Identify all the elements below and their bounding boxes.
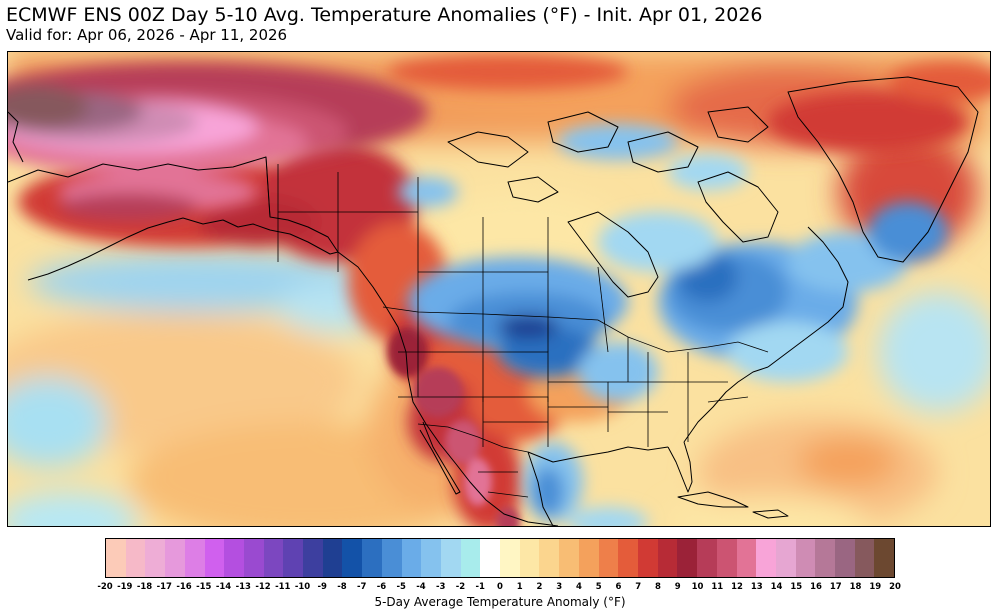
colorbar-tick-label: -18 [136, 582, 153, 592]
colorbar-tick-label: -3 [436, 582, 446, 592]
colorbar-tick-label: 11 [711, 582, 724, 592]
colorbar-tick-label: -10 [294, 582, 311, 592]
colorbar-tick-label: -15 [196, 582, 212, 592]
colorbar-swatch [775, 539, 796, 577]
colorbar-swatch [125, 539, 146, 577]
colorbar-tick-label: -6 [376, 582, 387, 592]
colorbar-swatch [322, 539, 343, 577]
colorbar-swatch [598, 539, 619, 577]
colorbar-tick-label: -1 [475, 582, 485, 592]
colorbar-swatch [184, 539, 205, 577]
colorbar-swatch [480, 539, 501, 577]
colorbar-tick-label: 17 [829, 582, 842, 592]
colorbar-swatch [165, 539, 185, 577]
colorbar-tick-label: 4 [576, 582, 582, 592]
colorbar-swatch [362, 539, 382, 577]
colorbar-swatch [637, 539, 658, 577]
colorbar-swatch [243, 539, 264, 577]
colorbar-tick-label: -4 [416, 582, 426, 592]
valid-dates: Valid for: Apr 06, 2026 - Apr 11, 2026 [6, 26, 288, 44]
coastlines [8, 76, 979, 526]
colorbar-swatch [500, 539, 520, 577]
colorbar-swatch [539, 539, 560, 577]
colorbar [105, 538, 895, 578]
colorbar-tick-label: 12 [731, 582, 743, 592]
colorbar-swatch [440, 539, 461, 577]
colorbar-tick-label: 6 [615, 582, 622, 592]
colorbar-swatch [342, 539, 363, 577]
chart-title: ECMWF ENS 00Z Day 5-10 Avg. Temperature … [6, 4, 763, 26]
colorbar-swatch [854, 539, 875, 577]
colorbar-tick-label: -16 [176, 582, 192, 592]
colorbar-swatch [381, 539, 402, 577]
colorbar-swatch [795, 539, 816, 577]
colorbar-tick-label: -11 [275, 582, 291, 592]
colorbar-ticks: -20 -19 -18 -17 -16 -15 -14 -13 -12 -11 -10 -9 -8 -7-… [97, 582, 901, 594]
colorbar-swatch [716, 539, 737, 577]
map-canvas [8, 52, 990, 526]
colorbar-tick-label: 19 [869, 582, 882, 592]
colorbar-tick-label: 16 [810, 582, 822, 592]
colorbar-tick-label: 9 [674, 582, 681, 592]
colorbar-swatch [106, 539, 126, 577]
colorbar-swatch [736, 539, 757, 577]
colorbar-swatch [224, 539, 244, 577]
colorbar-tick-label: 18 [849, 582, 862, 592]
colorbar-tick-label: -5 [396, 582, 406, 592]
colorbar-swatch [874, 539, 895, 577]
colorbar-swatch [145, 539, 166, 577]
political-borders [265, 156, 769, 498]
colorbar-swatch [578, 539, 599, 577]
colorbar-swatch [618, 539, 638, 577]
colorbar-swatch [421, 539, 441, 577]
colorbar-tick-label: 8 [655, 582, 661, 592]
colorbar-tick-label: -8 [337, 582, 347, 592]
colorbar-tick-label: 13 [750, 582, 763, 592]
colorbar-swatch [657, 539, 678, 577]
colorbar-swatch [677, 539, 698, 577]
colorbar-tick-label: -14 [215, 582, 232, 592]
colorbar-tick-label: 5 [595, 582, 602, 592]
anomaly-map [7, 51, 991, 527]
colorbar-tick-label: 15 [790, 582, 803, 592]
colorbar-swatch [559, 539, 579, 577]
colorbar-tick-label: -9 [317, 582, 327, 592]
colorbar-tick-label: -7 [357, 582, 367, 592]
colorbar-tick-label: 0 [497, 582, 503, 592]
colorbar-swatch [401, 539, 422, 577]
colorbar-swatch [263, 539, 284, 577]
colorbar-tick-label: 1 [516, 582, 523, 592]
colorbar-tick-label: 20 [889, 582, 901, 592]
colorbar-tick-label: -19 [117, 582, 133, 592]
colorbar-tick-label: -2 [455, 582, 466, 592]
colorbar-label: 5-Day Average Temperature Anomaly (°F) [374, 595, 626, 609]
colorbar-swatch [204, 539, 225, 577]
colorbar-tick-label: -12 [255, 582, 271, 592]
colorbar-swatch [697, 539, 717, 577]
colorbar-swatch [303, 539, 323, 577]
colorbar-tick-label: 2 [536, 582, 543, 592]
colorbar-tick-label: 10 [691, 582, 704, 592]
colorbar-swatch [460, 539, 481, 577]
colorbar-swatch [835, 539, 855, 577]
colorbar-tick-label: -13 [235, 582, 251, 592]
colorbar-swatch [519, 539, 540, 577]
colorbar-tick-label: -17 [156, 582, 172, 592]
warm-anomaly-greenland [388, 54, 990, 152]
colorbar-tick-label: 3 [556, 582, 563, 592]
colorbar-tick-label: -20 [97, 582, 113, 592]
colorbar-swatch [283, 539, 304, 577]
colorbar-tick-label: 14 [770, 582, 783, 592]
colorbar-swatch [815, 539, 836, 577]
extreme-warm-bering [8, 62, 428, 221]
colorbar-swatch [756, 539, 776, 577]
colorbar-tick-label: 7 [635, 582, 642, 592]
